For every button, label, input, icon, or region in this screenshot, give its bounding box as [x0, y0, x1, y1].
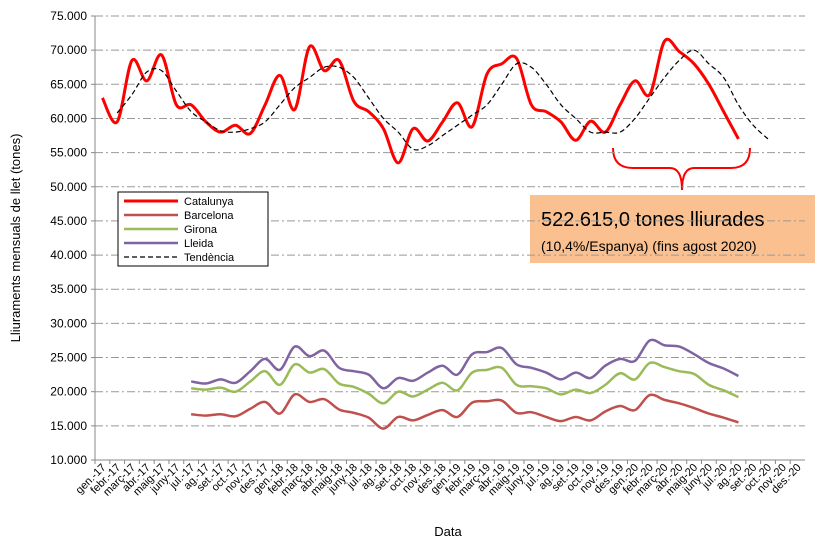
y-tick-label: 40.000	[50, 248, 87, 262]
brace	[612, 147, 751, 191]
y-tick-label: 15.000	[50, 419, 87, 433]
y-axis-label: Lliuraments mensuals de llet (tones)	[8, 134, 23, 343]
y-tick-label: 45.000	[50, 214, 87, 228]
y-tick-label: 20.000	[50, 385, 87, 399]
series-line	[191, 392, 739, 430]
legend-label: Barcelona	[184, 210, 234, 222]
series-line	[101, 37, 740, 165]
y-tick-label: 70.000	[50, 43, 87, 57]
y-tick-label: 50.000	[50, 180, 87, 194]
annotation: (10,4%/Espanya) (fins agost 2020)	[541, 238, 757, 254]
y-tick-label: 30.000	[50, 316, 87, 330]
legend-label: Catalunya	[184, 196, 234, 208]
y-tick-label: 25.000	[50, 351, 87, 365]
series-line	[190, 338, 740, 390]
series-line	[191, 361, 739, 405]
y-tick-label: 55.000	[50, 146, 87, 160]
x-axis-label: Data	[434, 524, 462, 539]
annotation-box	[530, 195, 815, 263]
legend-label: Tendència	[184, 252, 235, 264]
annotation: 522.615,0 tones lliurades	[541, 209, 765, 231]
y-tick-label: 65.000	[50, 77, 87, 91]
legend-label: Girona	[184, 224, 218, 236]
series-line	[116, 49, 769, 151]
y-tick-label: 60.000	[50, 111, 87, 125]
y-tick-label: 35.000	[50, 282, 87, 296]
y-tick-label: 10.000	[50, 453, 87, 467]
y-tick-label: 75.000	[50, 9, 87, 23]
legend-label: Lleida	[184, 238, 214, 250]
